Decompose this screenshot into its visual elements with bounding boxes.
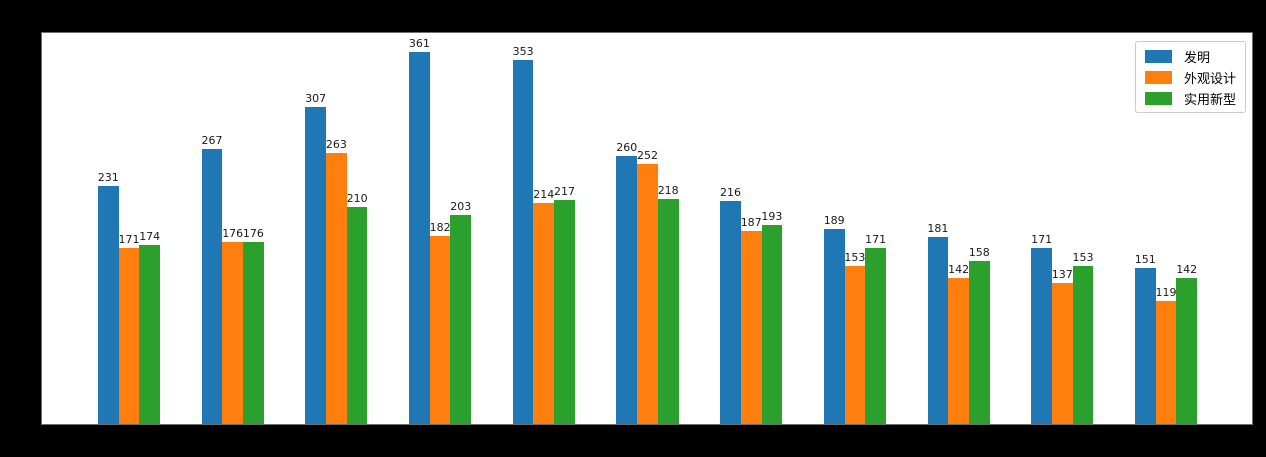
- bar: [1176, 277, 1198, 424]
- bar: [968, 261, 990, 424]
- bar: [429, 236, 451, 424]
- bar-value-label: 181: [927, 222, 949, 236]
- bar: [927, 237, 949, 424]
- bar: [1051, 282, 1073, 424]
- plot-area: 231 267 307 361 353 260 216 189 181 171 151 171 176 2…: [42, 33, 1252, 424]
- bar: [761, 224, 783, 424]
- bar: [222, 242, 244, 424]
- bar-value-label: 153: [1072, 251, 1094, 265]
- bar-value-label: 217: [554, 185, 575, 199]
- legend-swatch-icon: [1144, 91, 1172, 105]
- bar: [512, 59, 534, 424]
- bar-value-label: 176: [242, 227, 264, 241]
- bar: [1072, 266, 1094, 424]
- bar-value-label: 189: [823, 214, 845, 228]
- bar: [865, 247, 886, 424]
- bar: [616, 155, 638, 424]
- legend-label: 实用新型: [1183, 92, 1236, 108]
- bar: [637, 164, 658, 424]
- bar: [201, 148, 223, 424]
- bar-value-label: 193: [761, 209, 783, 223]
- bar: [1155, 301, 1177, 424]
- bar: [118, 247, 140, 424]
- bar-value-label: 267: [201, 133, 223, 147]
- bar-value-label: 182: [429, 221, 451, 235]
- bar: [948, 277, 969, 424]
- bar: [657, 199, 679, 424]
- bar-value-label: 214: [533, 188, 555, 202]
- bar-value-label: 252: [637, 149, 658, 163]
- bar-value-label: 203: [450, 199, 472, 213]
- bar-value-label: 216: [720, 186, 741, 200]
- legend-swatch-icon: [1144, 49, 1172, 63]
- bar: [450, 214, 472, 424]
- legend-swatch-icon: [1144, 70, 1172, 84]
- bar-value-label: 353: [512, 44, 534, 58]
- bar: [305, 107, 327, 424]
- bar-value-label: 142: [1176, 262, 1198, 276]
- bar: [243, 242, 264, 424]
- bar-value-label: 260: [616, 140, 638, 154]
- bar-value-label: 171: [1031, 232, 1053, 246]
- legend-item: 发明: [1144, 48, 1236, 66]
- bar-value-label: 153: [844, 251, 866, 265]
- legend-label: 外观设计: [1183, 71, 1236, 87]
- bar-value-label: 218: [657, 184, 679, 198]
- legend-item: 实用新型: [1144, 90, 1236, 108]
- bar-value-label: 263: [325, 137, 347, 151]
- bar: [97, 185, 119, 424]
- legend-item: 外观设计: [1144, 69, 1236, 87]
- bar-value-label: 137: [1051, 267, 1073, 281]
- bar-value-label: 142: [948, 262, 970, 276]
- bar: [326, 152, 347, 424]
- bar: [1031, 247, 1052, 424]
- bar-value-label: 119: [1155, 286, 1177, 300]
- legend: 发明 外观设计 实用新型: [1134, 41, 1246, 113]
- bar-value-label: 171: [118, 232, 140, 246]
- legend-label: 发明: [1183, 50, 1210, 66]
- bar: [720, 201, 741, 424]
- bar-value-label: 361: [408, 36, 430, 50]
- bar-value-label: 187: [740, 216, 762, 230]
- bar: [139, 244, 161, 424]
- bar-value-label: 171: [865, 232, 887, 246]
- bar-value-label: 174: [139, 229, 161, 243]
- bar: [740, 231, 762, 424]
- bar-value-label: 151: [1134, 253, 1156, 267]
- bar: [409, 51, 430, 424]
- bar: [844, 266, 866, 424]
- bar-value-label: 176: [222, 227, 244, 241]
- bar-value-label: 307: [305, 92, 327, 106]
- bar: [1134, 268, 1156, 424]
- bar: [823, 229, 845, 424]
- bar-value-label: 231: [97, 170, 119, 184]
- bar-value-label: 158: [968, 246, 990, 259]
- bar-value-label: 210: [346, 192, 368, 206]
- bar: [346, 207, 368, 424]
- bar: [533, 203, 555, 424]
- bar: [554, 200, 575, 424]
